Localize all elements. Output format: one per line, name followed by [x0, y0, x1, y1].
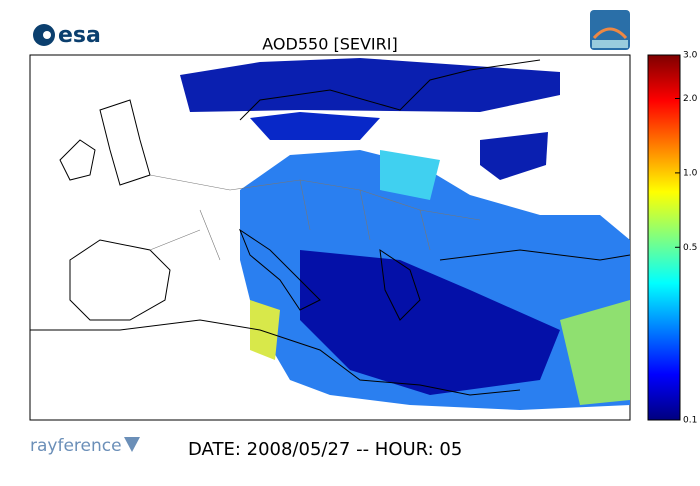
coastline [439, 249, 631, 261]
aerosol-patch [250, 112, 380, 140]
coastline [69, 239, 171, 321]
coastline [379, 248, 421, 321]
esa-logo-dot [43, 31, 51, 39]
colorbar-tick-label: 2.0 [683, 94, 698, 104]
colorbar-tick-label: 3.0 [683, 51, 698, 61]
coastline [239, 59, 541, 121]
map-title: AOD550 [SEVIRI] [262, 35, 397, 54]
product-logo-arc [592, 27, 628, 40]
colorbar-tick-label: 1.0 [683, 168, 698, 178]
aerosol-patch [560, 300, 630, 405]
map [29, 54, 631, 421]
colorbar-tick-label: 0.1 [683, 416, 697, 426]
coastline [30, 319, 521, 396]
colorbar [647, 54, 681, 421]
coastline [59, 139, 96, 181]
product-logo-band [592, 40, 628, 48]
aerosol-patch [480, 132, 548, 180]
caption: DATE: 2008/05/27 -- HOUR: 05 [188, 439, 462, 460]
colorbar-ticks: 3.0 2.0 1.0 0.5 0.1 [675, 51, 698, 426]
brand-icon [124, 437, 140, 452]
aerosol-patch [300, 250, 560, 395]
aerosol-patch [380, 150, 440, 200]
esa-logo-text: esa [58, 23, 101, 48]
border [149, 174, 481, 261]
coastline [238, 228, 321, 311]
brand-text: rayference [30, 436, 122, 456]
aerosol-patch [250, 300, 280, 360]
colorbar-tick-label: 0.5 [683, 243, 697, 253]
